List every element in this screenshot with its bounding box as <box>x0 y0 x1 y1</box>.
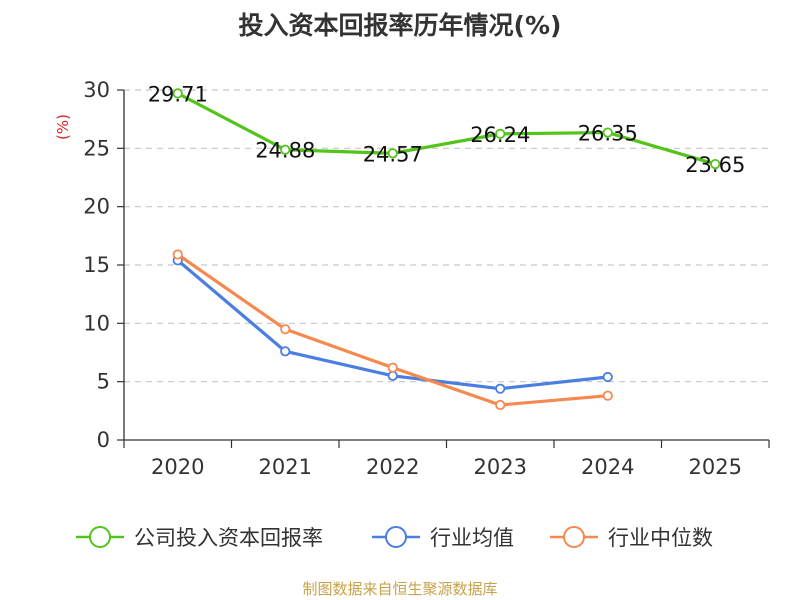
source-note: 制图数据来自恒生聚源数据库 <box>302 580 497 598</box>
x-tick-label: 2022 <box>366 455 419 479</box>
y-tick-label: 20 <box>83 195 110 219</box>
y-tick-label: 10 <box>83 311 110 335</box>
data-point <box>280 144 291 155</box>
data-point <box>602 371 613 383</box>
y-axis-unit: (%) <box>54 114 72 140</box>
data-point <box>280 346 291 357</box>
legend-item-label: 行业中位数 <box>608 526 713 550</box>
x-tick-label: 2025 <box>689 455 742 479</box>
series-lines <box>172 88 721 411</box>
y-tick-label: 5 <box>97 370 110 394</box>
data-labels: 29.71 24.88 24.57 26.24 26.35 23.65 <box>148 82 746 177</box>
legend-item-label: 公司投入资本回报率 <box>134 526 323 550</box>
chart-title: 投入资本回报率历年情况(%) <box>239 11 562 40</box>
grid-lines <box>124 89 769 383</box>
data-point <box>387 148 398 159</box>
x-tick-label: 2023 <box>474 455 527 479</box>
data-point <box>172 249 183 260</box>
x-tick-label: 2024 <box>581 455 634 479</box>
data-point <box>495 128 506 139</box>
data-point <box>387 370 398 381</box>
data-label: 24.57 <box>363 142 423 166</box>
data-label: 24.88 <box>255 139 315 163</box>
legend-marker-icon <box>89 526 111 548</box>
data-point <box>602 127 613 138</box>
legend-item-label: 行业均值 <box>430 526 514 550</box>
data-point <box>710 158 721 170</box>
x-tick-label: 2020 <box>151 455 204 479</box>
data-label: 29.71 <box>148 82 208 106</box>
data-label: 26.35 <box>578 122 638 146</box>
y-tick-label: 30 <box>83 78 110 102</box>
data-point <box>495 399 506 411</box>
data-point <box>495 383 506 394</box>
y-tick-label: 15 <box>83 253 110 277</box>
y-tick-label: 25 <box>83 136 110 160</box>
legend-marker-icon <box>563 526 585 548</box>
y-tick-label: 0 <box>97 428 110 452</box>
x-tick-label: 2021 <box>259 455 312 479</box>
data-point <box>602 390 613 401</box>
data-point <box>387 362 398 373</box>
data-label: 26.24 <box>470 123 530 147</box>
data-label: 23.65 <box>685 153 745 177</box>
legend[interactable]: 公司投入资本回报率 行业均值 行业中位数 <box>76 526 713 550</box>
legend-marker-icon <box>385 526 407 548</box>
series-line-0 <box>176 91 717 166</box>
data-point <box>280 324 291 335</box>
data-point <box>172 88 183 99</box>
